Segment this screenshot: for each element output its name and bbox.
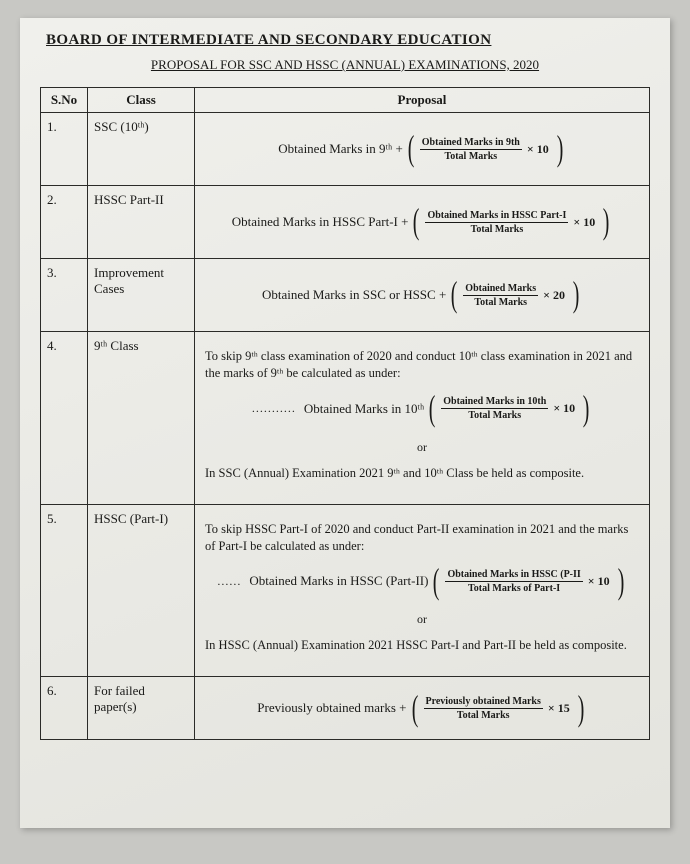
formula: Obtained Marks in 9ᵗʰ + ( Obtained Marks…	[201, 119, 643, 179]
formula-paren: ( Obtained Marks in 10th Total Marks × 1…	[426, 396, 592, 421]
right-bracket-icon: )	[617, 569, 624, 594]
formula-lead: Obtained Marks in 10ᵗʰ	[304, 401, 424, 417]
cell-class: SSC (10ᵗʰ)	[88, 113, 195, 186]
cell-sno: 6.	[41, 677, 88, 740]
fraction-bot: Total Marks of Part-I	[466, 582, 562, 594]
formula-lead: Obtained Marks in 9ᵗʰ +	[278, 141, 402, 157]
fraction-bot: Total Marks	[455, 709, 512, 721]
left-bracket-icon: (	[433, 569, 440, 594]
proposal-text: In HSSC (Annual) Examination 2021 HSSC P…	[205, 637, 639, 654]
fraction-bot: Total Marks	[466, 409, 523, 421]
formula: ...... Obtained Marks in HSSC (Part-II) …	[203, 560, 641, 602]
fraction-bot: Total Marks	[469, 223, 526, 235]
proposal-table: S.No Class Proposal 1. SSC (10ᵗʰ) Obtain…	[40, 87, 650, 740]
fraction-top: Obtained Marks in HSSC Part-I	[425, 210, 568, 223]
cell-class: 9ᵗʰ Class	[88, 332, 195, 505]
right-bracket-icon: )	[583, 396, 590, 421]
left-bracket-icon: (	[407, 136, 414, 161]
formula-lead: Obtained Marks in HSSC Part-I +	[232, 214, 409, 230]
cell-sno: 5.	[41, 504, 88, 677]
table-row: 6. For failed paper(s) Previously obtain…	[41, 677, 650, 740]
formula-paren: ( Obtained Marks in 9th Total Marks × 10…	[405, 136, 566, 161]
formula: Obtained Marks in SSC or HSSC + ( Obtain…	[201, 265, 643, 325]
formula: ........... Obtained Marks in 10ᵗʰ ( Obt…	[203, 388, 641, 430]
dotted-lead: ...........	[252, 401, 296, 416]
fraction: Obtained Marks in HSSC Part-I Total Mark…	[425, 210, 568, 235]
fraction-top: Obtained Marks in 10th	[441, 396, 548, 409]
cell-sno: 4.	[41, 332, 88, 505]
formula-lead: Previously obtained marks +	[257, 700, 406, 716]
cell-class: HSSC Part-II	[88, 186, 195, 259]
formula: Previously obtained marks + ( Previously…	[201, 683, 643, 733]
multiplier: × 10	[573, 215, 595, 230]
table-row: 1. SSC (10ᵗʰ) Obtained Marks in 9ᵗʰ + ( …	[41, 113, 650, 186]
fraction-bot: Total Marks	[472, 296, 529, 308]
table-row: 2. HSSC Part-II Obtained Marks in HSSC P…	[41, 186, 650, 259]
cell-proposal: Obtained Marks in 9ᵗʰ + ( Obtained Marks…	[195, 113, 650, 186]
proposal-text: To skip 9ᵗʰ class examination of 2020 an…	[205, 348, 639, 382]
table-row: 3. Improvement Cases Obtained Marks in S…	[41, 259, 650, 332]
fraction: Previously obtained Marks Total Marks	[424, 696, 543, 721]
table-header-row: S.No Class Proposal	[41, 88, 650, 113]
or-separator: or	[203, 612, 641, 627]
table-row: 5. HSSC (Part-I) To skip HSSC Part-I of …	[41, 504, 650, 677]
document-page: BOARD OF INTERMEDIATE AND SECONDARY EDUC…	[20, 18, 670, 828]
cell-proposal: To skip 9ᵗʰ class examination of 2020 an…	[195, 332, 650, 505]
multiplier: × 10	[553, 401, 575, 416]
multiplier: × 10	[588, 574, 610, 589]
formula-paren: ( Obtained Marks Total Marks × 20 )	[448, 282, 582, 307]
proposal-text: To skip HSSC Part-I of 2020 and conduct …	[205, 521, 639, 555]
cell-class: For failed paper(s)	[88, 677, 195, 740]
dotted-lead: ......	[217, 574, 241, 589]
multiplier: × 20	[543, 288, 565, 303]
fraction-top: Obtained Marks in HSSC (P-II	[445, 569, 582, 582]
formula-paren: ( Obtained Marks in HSSC (P-II Total Mar…	[430, 569, 626, 594]
cell-sno: 1.	[41, 113, 88, 186]
multiplier: × 15	[548, 701, 570, 716]
cell-class: HSSC (Part-I)	[88, 504, 195, 677]
right-bracket-icon: )	[573, 282, 580, 307]
cell-proposal: Previously obtained marks + ( Previously…	[195, 677, 650, 740]
fraction: Obtained Marks Total Marks	[463, 283, 538, 308]
formula-paren: ( Previously obtained Marks Total Marks …	[409, 696, 587, 721]
left-bracket-icon: (	[411, 696, 418, 721]
table-row: 4. 9ᵗʰ Class To skip 9ᵗʰ class examinati…	[41, 332, 650, 505]
cell-sno: 3.	[41, 259, 88, 332]
proposal-text: In SSC (Annual) Examination 2021 9ᵗʰ and…	[205, 465, 639, 482]
fraction-top: Obtained Marks	[463, 283, 538, 296]
left-bracket-icon: (	[451, 282, 458, 307]
cell-sno: 2.	[41, 186, 88, 259]
cell-proposal: Obtained Marks in HSSC Part-I + ( Obtain…	[195, 186, 650, 259]
or-separator: or	[203, 440, 641, 455]
left-bracket-icon: (	[429, 396, 436, 421]
formula-lead: Obtained Marks in SSC or HSSC +	[262, 287, 446, 303]
cell-proposal: To skip HSSC Part-I of 2020 and conduct …	[195, 504, 650, 677]
left-bracket-icon: (	[413, 209, 420, 234]
fraction: Obtained Marks in 10th Total Marks	[441, 396, 548, 421]
right-bracket-icon: )	[556, 136, 563, 161]
header-class: Class	[88, 88, 195, 113]
multiplier: × 10	[527, 142, 549, 157]
fraction-top: Previously obtained Marks	[424, 696, 543, 709]
fraction-top: Obtained Marks in 9th	[420, 137, 522, 150]
fraction-bot: Total Marks	[442, 150, 499, 162]
formula-lead: Obtained Marks in HSSC (Part-II)	[249, 573, 428, 589]
fraction: Obtained Marks in 9th Total Marks	[420, 137, 522, 162]
cell-proposal: Obtained Marks in SSC or HSSC + ( Obtain…	[195, 259, 650, 332]
right-bracket-icon: )	[577, 696, 584, 721]
fraction: Obtained Marks in HSSC (P-II Total Marks…	[445, 569, 582, 594]
page-title: BOARD OF INTERMEDIATE AND SECONDARY EDUC…	[46, 32, 650, 49]
header-sno: S.No	[41, 88, 88, 113]
formula: Obtained Marks in HSSC Part-I + ( Obtain…	[201, 192, 643, 252]
formula-paren: ( Obtained Marks in HSSC Part-I Total Ma…	[410, 209, 612, 234]
page-subtitle: PROPOSAL FOR SSC AND HSSC (ANNUAL) EXAMI…	[40, 57, 650, 73]
right-bracket-icon: )	[603, 209, 610, 234]
header-proposal: Proposal	[195, 88, 650, 113]
cell-class: Improvement Cases	[88, 259, 195, 332]
